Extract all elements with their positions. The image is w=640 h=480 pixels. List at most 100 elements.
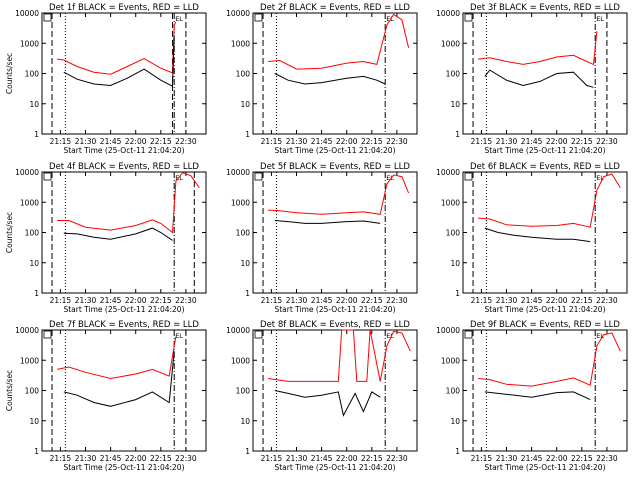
y-tick-label: 1000	[231, 198, 250, 207]
x-tick-label: 21:15	[261, 454, 283, 463]
panel-det-8: Det 8f BLACK = Events, RED = LLD 1 10 100 10…	[226, 320, 418, 472]
y-tick-label: 1	[34, 289, 39, 298]
plot-frame	[252, 329, 418, 452]
x-tick-label: 21:15	[50, 296, 72, 305]
series-events-line	[274, 73, 386, 85]
y-tick-label: 10000	[15, 326, 39, 335]
x-tick-label: 22:00	[125, 454, 147, 463]
x-tick-label: 21:45	[100, 454, 122, 463]
x-tick-label: 21:15	[261, 296, 283, 305]
y-tick-label: 1	[34, 130, 39, 139]
series-lld-line	[57, 21, 177, 75]
y-tick-label: 10	[450, 417, 460, 426]
series-events-line	[63, 37, 175, 88]
x-tick-label: 22:00	[336, 454, 358, 463]
plot-frame	[41, 171, 207, 294]
x-tick-label: 21:30	[75, 296, 97, 305]
y-axis-label: Counts/sec	[5, 53, 14, 94]
x-axis-label: Start Time (25-Oct-11 21:04:20)	[484, 463, 605, 472]
start-label-box	[464, 13, 473, 22]
x-tick-label: 22:30	[596, 296, 618, 305]
series-events-line	[63, 351, 175, 407]
series-lld-line	[478, 31, 598, 66]
x-axis-label: Start Time (25-Oct-11 21:04:20)	[63, 146, 184, 155]
x-tick-label: 22:00	[125, 137, 147, 146]
x-tick-label: 21:30	[286, 137, 308, 146]
panel-det-1: Det 1f BLACK = Events, RED = LLD 1 10 100 10…	[5, 3, 207, 155]
series-events-line	[484, 69, 594, 88]
x-axis-label: Start Time (25-Oct-11 21:04:20)	[484, 146, 605, 155]
x-tick-label: 22:15	[150, 454, 172, 463]
y-tick-label: 1	[455, 289, 460, 298]
x-tick-label: 22:30	[596, 454, 618, 463]
panel-det-6: Det 6f BLACK = Events, RED = LLD 1 10 100 10…	[436, 162, 628, 314]
x-tick-label: 22:15	[571, 454, 593, 463]
x-tick-label: 22:00	[546, 296, 568, 305]
y-tick-label: 100	[236, 387, 251, 396]
end-label: EL	[596, 332, 604, 340]
y-tick-label: 10000	[15, 9, 39, 18]
y-tick-label: 10	[29, 259, 39, 268]
x-tick-label: 22:00	[546, 137, 568, 146]
panel-det-3: Det 3f BLACK = Events, RED = LLD 1 10 100 10…	[436, 3, 628, 155]
y-tick-label: 100	[25, 229, 40, 238]
x-tick-label: 22:30	[175, 296, 197, 305]
end-label: EL	[386, 332, 394, 340]
series-events-line	[484, 227, 591, 243]
plot-title: Det 4f BLACK = Events, RED = LLD	[49, 162, 199, 172]
x-tick-label: 22:15	[571, 296, 593, 305]
y-tick-label: 1	[245, 447, 250, 456]
start-label-box	[254, 330, 263, 339]
y-tick-label: 1000	[20, 39, 39, 48]
y-tick-label: 1	[245, 130, 250, 139]
x-tick-label: 21:15	[50, 137, 72, 146]
start-label-box	[464, 172, 473, 181]
y-tick-label: 1000	[20, 198, 39, 207]
panel-det-5: Det 5f BLACK = Events, RED = LLD 1 10 100 10…	[226, 162, 418, 314]
y-tick-label: 10000	[436, 326, 460, 335]
x-tick-label: 21:30	[286, 454, 308, 463]
y-tick-label: 10	[450, 259, 460, 268]
x-tick-label: 21:30	[496, 296, 518, 305]
x-tick-label: 21:30	[286, 296, 308, 305]
series-lld-line	[268, 174, 410, 215]
end-label: EL	[596, 174, 604, 182]
y-tick-label: 100	[446, 229, 461, 238]
x-tick-label: 22:30	[175, 454, 197, 463]
x-tick-label: 21:30	[75, 137, 97, 146]
start-label-box	[43, 172, 52, 181]
x-tick-label: 21:45	[100, 137, 122, 146]
end-label: EL	[175, 174, 183, 182]
y-tick-label: 1	[34, 447, 39, 456]
y-tick-label: 10000	[226, 326, 250, 335]
x-tick-label: 22:15	[361, 296, 383, 305]
y-tick-label: 1000	[231, 39, 250, 48]
plot-frame	[462, 329, 628, 452]
start-label-box	[43, 330, 52, 339]
y-tick-label: 1000	[20, 356, 39, 365]
y-tick-label: 10	[240, 417, 250, 426]
x-tick-label: 21:45	[311, 137, 333, 146]
end-label: EL	[175, 332, 183, 340]
x-tick-label: 22:00	[125, 296, 147, 305]
x-tick-label: 21:30	[496, 137, 518, 146]
x-tick-label: 22:00	[336, 296, 358, 305]
x-tick-label: 21:15	[261, 137, 283, 146]
x-tick-label: 22:30	[386, 296, 408, 305]
x-tick-label: 21:45	[311, 296, 333, 305]
plot-title: Det 3f BLACK = Events, RED = LLD	[470, 3, 620, 13]
panel-det-9: Det 9f BLACK = Events, RED = LLD 1 10 100 10…	[436, 320, 628, 472]
x-tick-label: 21:45	[311, 454, 333, 463]
end-label: EL	[175, 15, 183, 23]
y-tick-label: 1000	[231, 356, 250, 365]
x-tick-label: 22:30	[386, 137, 408, 146]
y-tick-label: 10000	[226, 9, 250, 18]
series-events-line	[274, 220, 381, 224]
x-tick-label: 22:15	[361, 137, 383, 146]
end-label: EL	[386, 174, 394, 182]
x-axis-label: Start Time (25-Oct-11 21:04:20)	[274, 463, 395, 472]
plot-title: Det 6f BLACK = Events, RED = LLD	[470, 162, 620, 172]
panel-det-4: Det 4f BLACK = Events, RED = LLD 1 10 100 10…	[5, 162, 207, 314]
plot-frame	[252, 12, 418, 135]
plot-title: Det 2f BLACK = Events, RED = LLD	[260, 3, 410, 13]
